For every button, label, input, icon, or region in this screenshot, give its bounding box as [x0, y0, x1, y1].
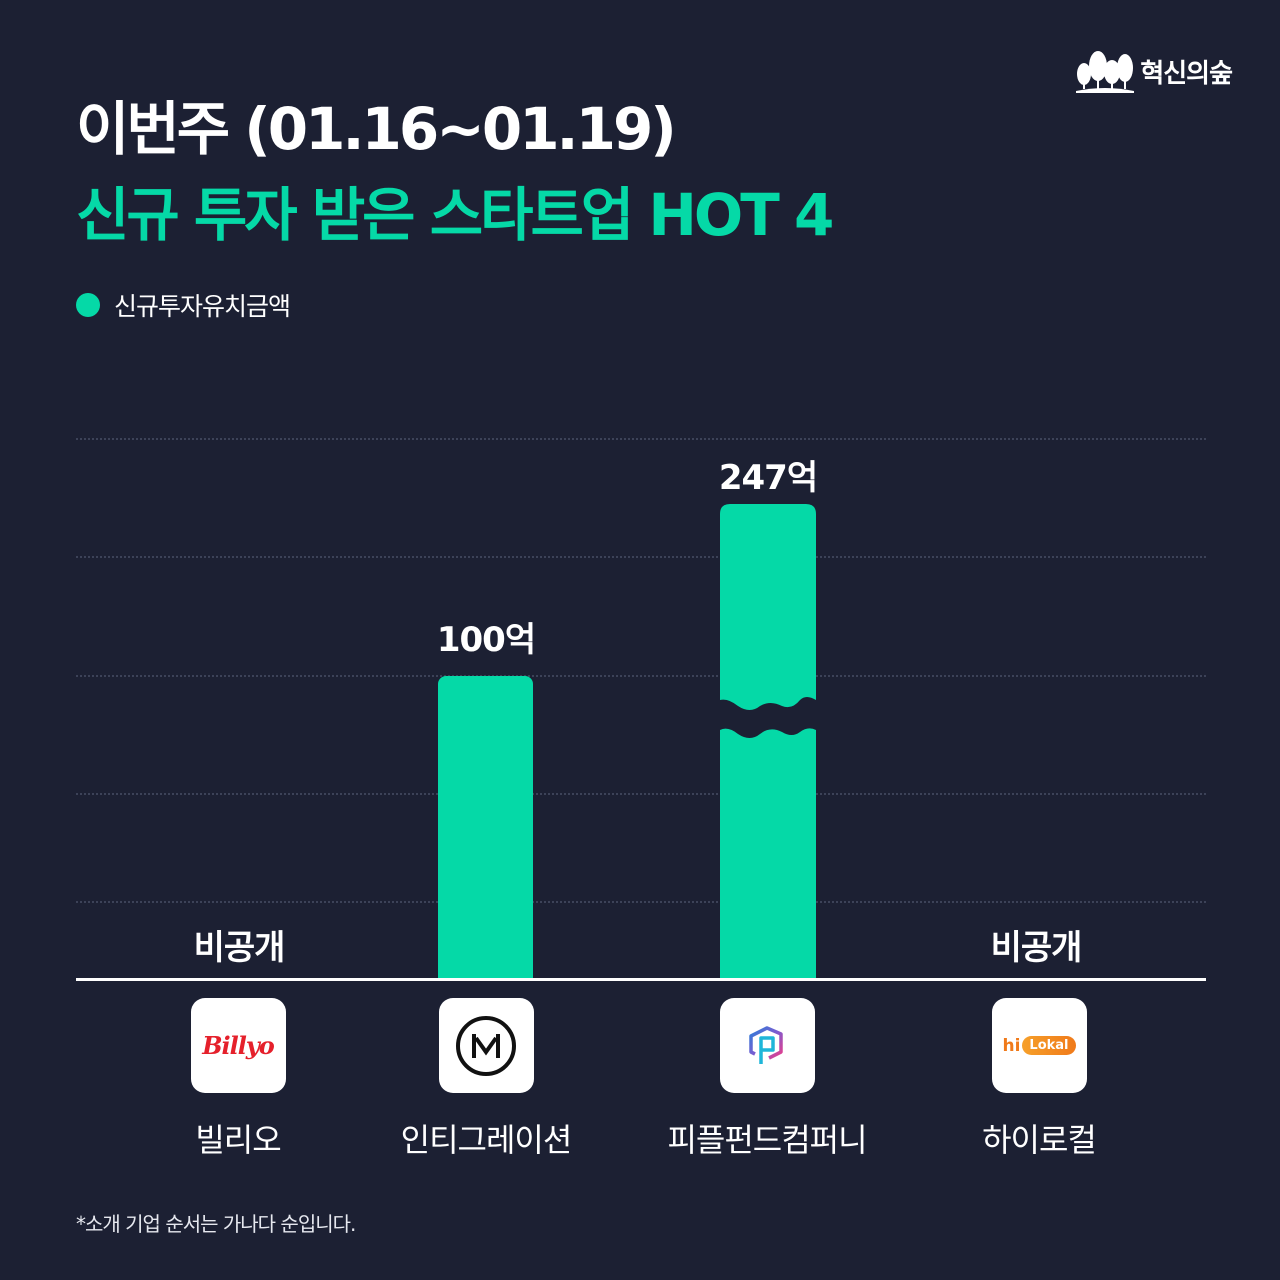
legend-label: 신규투자유치금액: [114, 292, 291, 321]
brand-logo: 혁신의숲: [1074, 48, 1233, 94]
forest-trees-icon: [1076, 51, 1135, 93]
footnote: *소개 기업 순서는 가나다 순입니다.: [76, 1212, 356, 1236]
bar-peoplefund: [720, 504, 816, 980]
gridline: [76, 675, 1206, 677]
x-axis-baseline: [76, 978, 1206, 981]
bar-label-peoplefund: 247억: [718, 458, 818, 498]
company-hilokal: hi Lokal 하이로컬: [909, 998, 1169, 1161]
bar-integration: [438, 676, 533, 979]
company-name: 하이로컬: [982, 1121, 1097, 1159]
billyo-logo: Billyo: [190, 998, 286, 1093]
brand-name: 혁신의숲: [1140, 58, 1233, 89]
page-title-main: 신규 투자 받은 스타트업 HOT 4: [76, 181, 834, 249]
chart-legend: 신규투자유치금액: [76, 287, 291, 323]
company-integration: 인티그레이션: [356, 998, 616, 1161]
company-name: 빌리오: [195, 1121, 281, 1159]
gridline: [76, 901, 1206, 903]
company-name: 피플펀드컴퍼니: [667, 1121, 867, 1159]
gridline: [76, 438, 1206, 440]
company-billyo: Billyo 빌리오: [108, 998, 368, 1161]
company-name: 인티그레이션: [400, 1121, 573, 1159]
gridline: [76, 556, 1206, 558]
peoplefund-p-logo: [719, 998, 815, 1093]
bar-label-integration: 100억: [436, 620, 536, 660]
company-peoplefund: 피플펀드컴퍼니: [637, 998, 897, 1161]
integration-m-icon: [456, 1015, 516, 1076]
bar-label-hilokal: 비공개: [990, 928, 1083, 968]
bar-label-billyo: 비공개: [193, 928, 286, 968]
legend-dot-icon: [76, 293, 100, 317]
bar-chart: 비공개 100억 247억 비공개: [76, 380, 1206, 982]
peoplefund-p-icon: [749, 1025, 783, 1064]
hilokal-logo: hi Lokal: [991, 998, 1087, 1093]
page-title-date: 이번주 (01.16~01.19): [76, 95, 677, 163]
integration-m-logo: [438, 998, 534, 1093]
gridline: [76, 793, 1206, 795]
